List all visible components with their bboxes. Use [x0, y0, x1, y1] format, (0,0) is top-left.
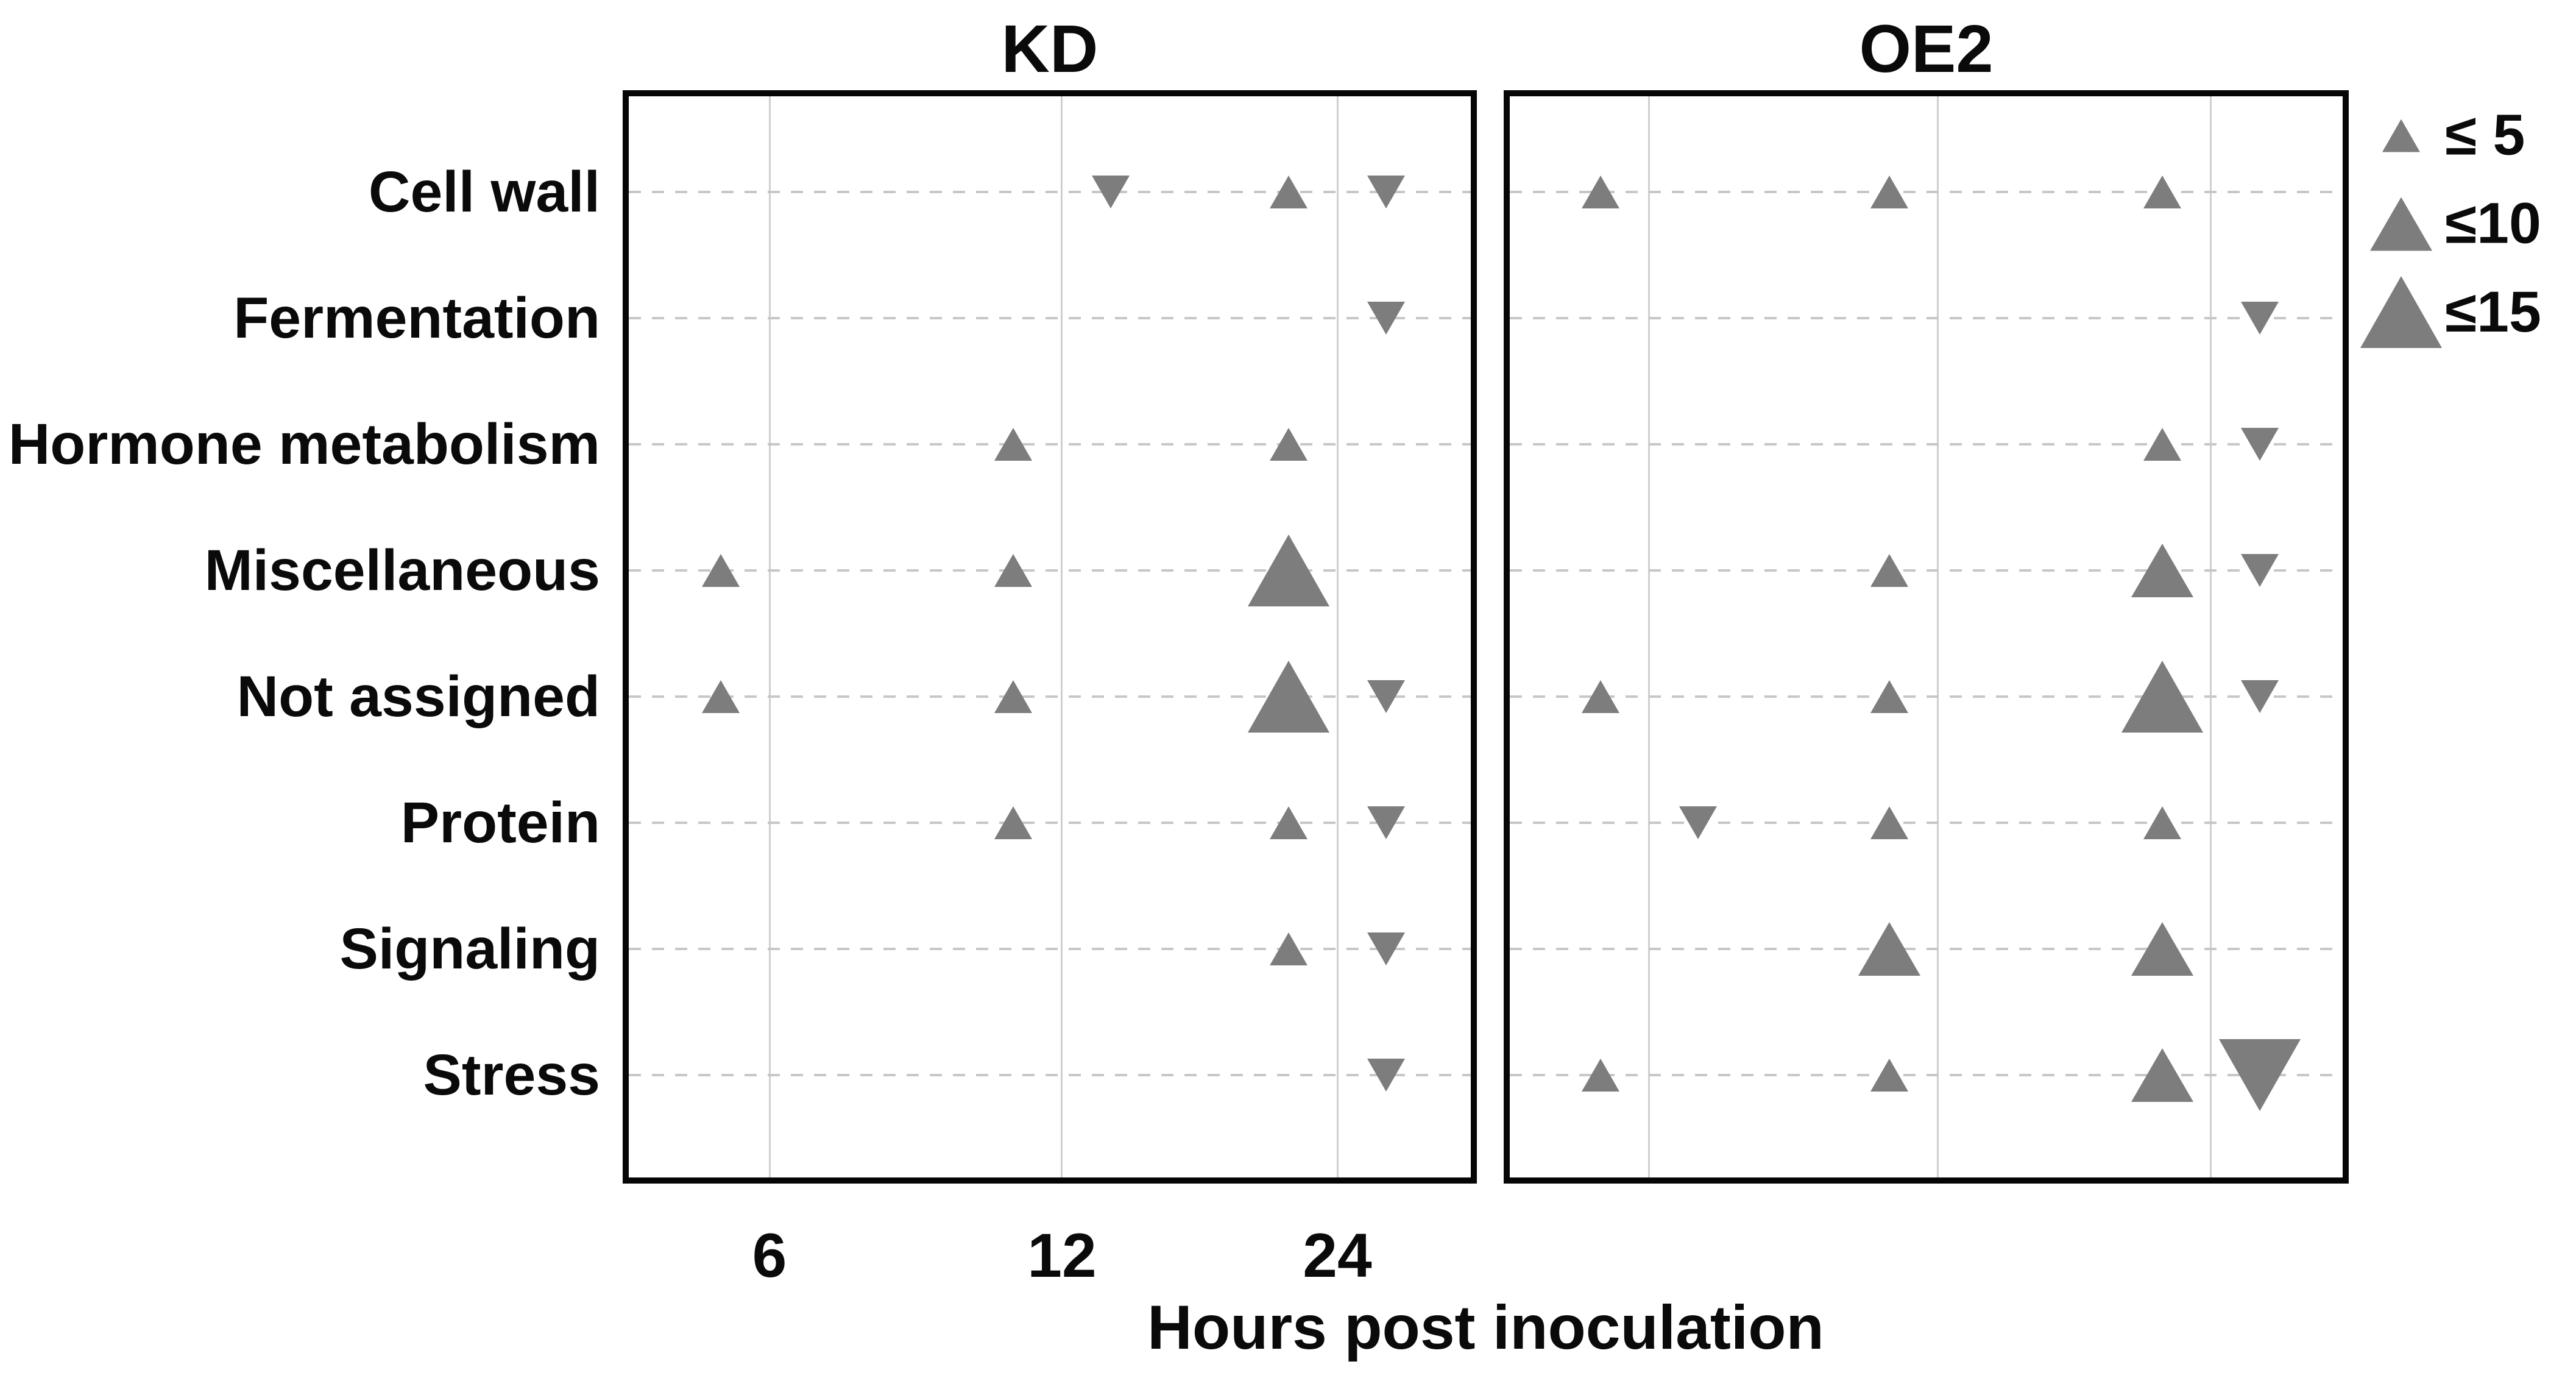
category-gridline [629, 948, 1471, 950]
x-tick-label: 12 [1027, 1221, 1097, 1290]
category-gridline [629, 569, 1471, 572]
marker-up-triangle [1270, 176, 1307, 208]
category-gridline [629, 1074, 1471, 1076]
marker-up-triangle [2131, 1048, 2193, 1102]
marker-down-triangle [1367, 176, 1405, 208]
legend-label: ≤10 [2445, 191, 2541, 256]
category-gridline [1510, 948, 2343, 950]
marker-up-triangle [1870, 806, 1908, 839]
category-gridline [1510, 191, 2343, 193]
category-gridline [629, 822, 1471, 824]
marker-up-triangle [1870, 176, 1908, 208]
marker-up-triangle [2369, 197, 2432, 250]
marker-up-triangle [2143, 428, 2181, 461]
marker-up-triangle [2131, 922, 2193, 976]
x-tick-label: 6 [752, 1221, 787, 1290]
category-gridline [629, 695, 1471, 698]
legend-large-up-triangle-icon [2357, 276, 2445, 348]
marker-down-triangle [1367, 932, 1405, 965]
x-gridline [2210, 96, 2212, 1177]
marker-down-triangle [1367, 1059, 1405, 1092]
marker-up-triangle [2131, 544, 2193, 597]
marker-down-triangle [1679, 806, 1717, 839]
marker-up-triangle [2382, 119, 2420, 152]
x-axis-title: Hours post inoculation [1147, 1293, 1824, 1362]
legend-label: ≤ 5 [2445, 102, 2525, 168]
legend-label: ≤15 [2445, 279, 2541, 344]
category-label: Hormone metabolism [8, 412, 600, 477]
marker-up-triangle [1248, 534, 1329, 606]
marker-up-triangle [702, 554, 740, 587]
marker-up-triangle [1858, 922, 1920, 976]
panel-oe2 [1504, 90, 2349, 1184]
marker-up-triangle [702, 680, 740, 713]
x-gridline [1937, 96, 1939, 1177]
panel-title-oe2: OE2 [1859, 12, 1994, 87]
category-gridline [1510, 695, 2343, 698]
marker-up-triangle [1582, 1059, 1619, 1092]
marker-up-triangle [2360, 276, 2442, 348]
x-gridline [769, 96, 771, 1177]
marker-up-triangle [1582, 680, 1619, 713]
marker-down-triangle [2219, 1039, 2301, 1111]
marker-down-triangle [1367, 806, 1405, 839]
marker-down-triangle [1367, 680, 1405, 713]
category-gridline [1510, 317, 2343, 319]
category-label: Miscellaneous [204, 538, 600, 603]
marker-up-triangle [2143, 806, 2181, 839]
category-label: Not assigned [236, 664, 601, 729]
category-label: Cell wall [368, 160, 600, 224]
category-gridline [1510, 569, 2343, 572]
marker-down-triangle [2241, 302, 2279, 335]
marker-up-triangle [1270, 806, 1307, 839]
marker-down-triangle [1092, 176, 1130, 208]
category-label: Protein [400, 790, 600, 855]
marker-up-triangle [1870, 1059, 1908, 1092]
panel-kd [623, 90, 1477, 1184]
category-gridline [629, 443, 1471, 446]
marker-up-triangle [994, 806, 1032, 839]
x-gridline [1648, 96, 1650, 1177]
legend-item: ≤15 [2357, 276, 2541, 348]
marker-up-triangle [2143, 176, 2181, 208]
x-gridline [1061, 96, 1063, 1177]
x-gridline [1337, 96, 1339, 1177]
marker-down-triangle [2241, 680, 2279, 713]
marker-up-triangle [1582, 176, 1619, 208]
marker-up-triangle [1270, 428, 1307, 461]
x-tick-label: 24 [1303, 1221, 1372, 1290]
marker-down-triangle [2241, 554, 2279, 587]
marker-down-triangle [2241, 428, 2279, 461]
legend-small-up-triangle-icon [2357, 119, 2445, 152]
category-gridline [629, 191, 1471, 193]
marker-up-triangle [994, 554, 1032, 587]
marker-up-triangle [2121, 661, 2203, 733]
marker-up-triangle [1248, 661, 1329, 733]
panel-title-kd: KD [1001, 12, 1099, 87]
marker-down-triangle [1367, 302, 1405, 335]
category-gridline [1510, 822, 2343, 824]
category-gridline [629, 317, 1471, 319]
legend-medium-up-triangle-icon [2357, 197, 2445, 250]
legend: ≤ 5 ≤10 ≤15 [2357, 90, 2576, 371]
category-gridline [1510, 1074, 2343, 1076]
marker-up-triangle [994, 428, 1032, 461]
category-label: Fermentation [233, 286, 600, 350]
category-label: Signaling [339, 917, 601, 981]
category-label: Stress [423, 1043, 600, 1107]
marker-up-triangle [994, 680, 1032, 713]
marker-up-triangle [1870, 554, 1908, 587]
legend-item: ≤ 5 [2357, 102, 2525, 169]
marker-up-triangle [1270, 932, 1307, 965]
legend-item: ≤10 [2357, 191, 2541, 257]
marker-up-triangle [1870, 680, 1908, 713]
category-gridline [1510, 443, 2343, 446]
